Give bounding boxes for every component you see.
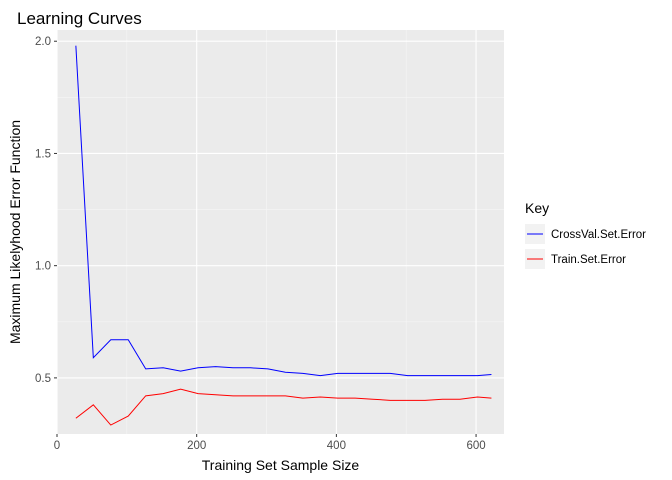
x-axis-title: Training Set Sample Size [202,457,360,473]
series-line-crossval-set-error [75,45,492,377]
legend: Key CrossVal.Set.Error Train.Set.Error [525,200,646,269]
x-tick-label: 200 [187,440,206,452]
series-lines [75,45,492,426]
y-tick-label: 1.0 [35,261,51,273]
chart-title: Learning Curves [17,9,142,28]
x-tick-label: 0 [54,440,60,452]
y-tick-label: 2.0 [35,36,51,48]
x-axis: 0 200 400 600 [54,434,486,452]
legend-label: Train.Set.Error [551,254,626,266]
x-tick-label: 600 [466,440,485,452]
y-tick-label: 0.5 [35,373,51,385]
y-axis: 0.5 1.0 1.5 2.0 [35,36,57,385]
legend-title: Key [525,200,549,216]
x-tick-label: 400 [327,440,346,452]
minor-gridlines [57,30,504,434]
legend-label: CrossVal.Set.Error [551,229,646,241]
plot-panel [57,30,504,434]
series-line-train-set-error [75,388,492,426]
major-gridlines [56,30,504,434]
y-axis-title: Maximum Likelyhood Error Function [7,120,23,344]
y-tick-label: 1.5 [35,148,51,160]
